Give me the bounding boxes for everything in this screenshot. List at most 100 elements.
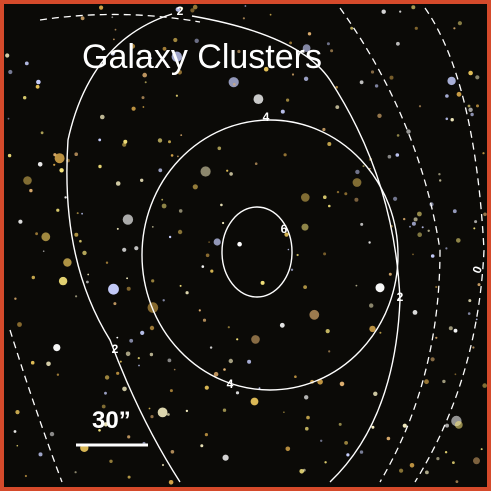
star [352, 178, 362, 187]
star [228, 77, 239, 88]
star [482, 383, 488, 388]
star [374, 84, 379, 88]
star [386, 436, 391, 441]
star [74, 232, 79, 237]
star [355, 284, 358, 287]
star [24, 61, 29, 66]
star [373, 391, 378, 396]
star [467, 312, 471, 315]
star [75, 295, 78, 298]
star [201, 265, 205, 268]
star [114, 28, 117, 31]
star [23, 176, 32, 185]
star [324, 461, 327, 464]
star [359, 450, 364, 454]
star [346, 453, 350, 457]
star [111, 16, 114, 19]
star [149, 352, 154, 357]
star [302, 44, 311, 52]
star [30, 360, 35, 365]
star [482, 152, 485, 155]
star [161, 463, 165, 467]
star [396, 41, 400, 46]
star [185, 291, 189, 295]
star [389, 75, 394, 80]
star [42, 250, 45, 252]
scale-bar-label: 30” [92, 407, 131, 434]
star [173, 37, 178, 43]
star [180, 134, 183, 137]
star [253, 94, 264, 104]
star [198, 309, 201, 312]
star [168, 480, 174, 485]
star [454, 373, 457, 376]
star [411, 5, 416, 10]
star [31, 275, 35, 280]
star [202, 318, 207, 322]
star [104, 375, 110, 380]
star [327, 142, 332, 146]
star [141, 96, 145, 100]
star [355, 169, 360, 175]
star [412, 253, 414, 256]
star [200, 444, 204, 448]
star [430, 357, 435, 362]
star [56, 373, 60, 376]
star [301, 223, 309, 231]
star [305, 426, 309, 431]
star [14, 297, 17, 300]
star [168, 235, 172, 239]
star [360, 222, 364, 226]
star [49, 431, 55, 437]
star [131, 106, 136, 111]
star [127, 435, 131, 439]
star [87, 273, 90, 276]
star [137, 357, 140, 360]
star [339, 381, 345, 387]
star [450, 118, 454, 122]
star [213, 238, 221, 246]
star [421, 226, 424, 229]
star [379, 331, 382, 334]
star [162, 299, 165, 302]
star [58, 276, 68, 286]
star [18, 219, 23, 224]
star [209, 346, 213, 349]
star [371, 425, 375, 429]
star [430, 254, 435, 258]
star [177, 70, 182, 75]
star [425, 470, 429, 475]
star [7, 117, 10, 120]
star [100, 114, 105, 120]
star [127, 475, 131, 479]
star [388, 272, 392, 276]
star [326, 42, 330, 46]
star [15, 410, 20, 415]
star [474, 220, 478, 224]
star [200, 166, 211, 177]
star [122, 386, 127, 392]
star [417, 211, 422, 217]
star [226, 169, 229, 172]
star [35, 84, 40, 89]
star [158, 168, 163, 173]
star [171, 51, 182, 62]
star [170, 154, 174, 157]
star [222, 454, 229, 461]
star [456, 238, 461, 243]
star [213, 371, 219, 377]
star [150, 415, 154, 419]
star [448, 326, 453, 331]
star [140, 178, 144, 182]
star [13, 430, 17, 433]
contour-dashed [9, 329, 63, 483]
star [56, 208, 60, 212]
star [323, 195, 327, 199]
star [377, 113, 382, 119]
star [142, 72, 147, 78]
star [260, 280, 265, 285]
star [344, 441, 348, 445]
star [470, 112, 474, 117]
star [370, 70, 375, 74]
